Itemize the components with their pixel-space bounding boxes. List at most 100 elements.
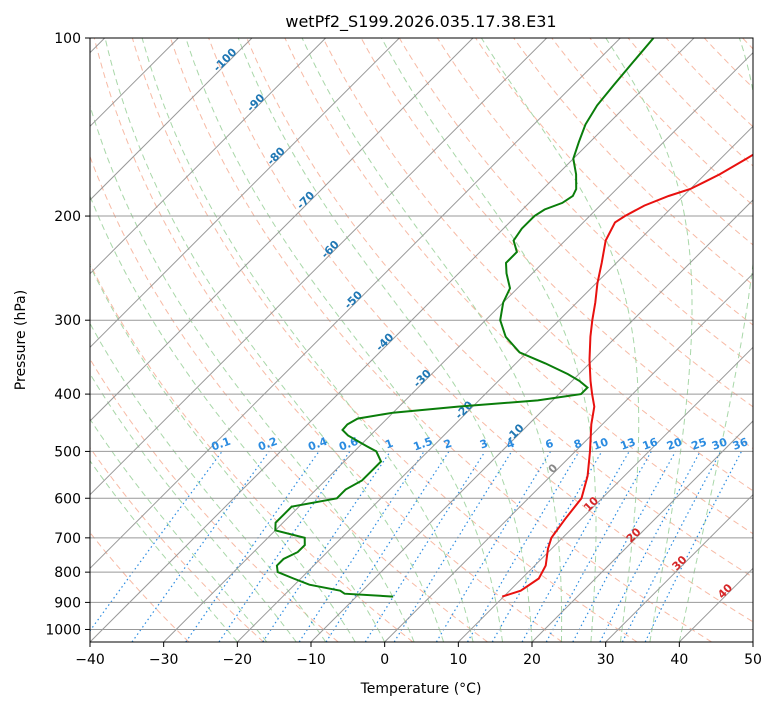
y-tick-label: 800 — [54, 565, 81, 581]
mixing-ratio-label: 13 — [619, 435, 638, 452]
isotherm — [90, 38, 548, 496]
x-tick-label: 10 — [449, 652, 467, 668]
x-axis-title: Temperature (°C) — [360, 681, 482, 697]
y-tick-label: 100 — [54, 31, 81, 47]
mixing-ratio-label: 1.5 — [412, 435, 435, 454]
y-tick-label: 1000 — [45, 622, 81, 638]
mixing-ratio-label: 6 — [544, 437, 556, 452]
mixing-ratio-label: 4 — [505, 437, 517, 452]
chart-title: wetPf2_S199.2026.035.17.38.E31 — [285, 12, 556, 32]
mixing-ratio-line — [435, 451, 552, 642]
moist-adiabat — [678, 38, 753, 642]
x-tick-label: −40 — [75, 652, 105, 668]
isotherm — [752, 641, 753, 642]
dry-adiabat — [131, 38, 638, 642]
dry-adiabat — [627, 38, 753, 167]
mixing-ratio-label: 8 — [572, 437, 584, 452]
y-tick-label: 400 — [54, 387, 81, 403]
y-tick-label: 500 — [54, 444, 81, 460]
mixing-ratio-label: 36 — [731, 435, 750, 453]
isotherm — [384, 272, 753, 642]
temperature-trace — [501, 153, 753, 598]
x-tick-label: 20 — [523, 652, 541, 668]
mixing-ratio-line — [545, 451, 652, 642]
moist-adiabat — [90, 459, 238, 642]
moist-adiabat — [301, 38, 563, 642]
plot-background — [90, 38, 753, 642]
mixing-ratio-line — [218, 451, 351, 642]
y-tick-label: 300 — [54, 313, 81, 329]
moist-adiabat — [237, 38, 533, 642]
background-lines — [90, 38, 753, 642]
moist-adiabat — [141, 38, 474, 642]
moist-adiabat — [90, 194, 386, 642]
moist-adiabat — [90, 103, 415, 642]
dry-adiabat — [246, 38, 753, 578]
isotherm — [90, 38, 327, 275]
profile-traces — [274, 38, 753, 598]
x-tick-label: −10 — [296, 652, 326, 668]
dry-adiabat — [90, 262, 414, 642]
mixing-ratio-line — [466, 451, 580, 642]
mixing-ratio-line — [364, 451, 486, 642]
mixing-ratio-label: 0.2 — [256, 435, 279, 454]
y-axis-title: Pressure (hPa) — [13, 290, 29, 390]
mixing-ratio-line — [298, 451, 425, 642]
isotherm — [90, 38, 695, 642]
x-tick-label: −30 — [149, 652, 179, 668]
isotherm — [90, 38, 621, 570]
axes: −40 −30 −20 −10 0 10 20 30 40 5010020030040050060… — [45, 31, 762, 668]
moist-adiabat — [90, 418, 268, 642]
dry-adiabat — [513, 38, 753, 286]
moist-adiabat — [90, 372, 297, 642]
moist-adiabat — [90, 322, 327, 642]
mixing-ratio-line — [325, 451, 450, 642]
isotherm — [531, 420, 753, 642]
dry-adiabat — [322, 38, 753, 492]
mixing-ratio-label: 0.4 — [306, 435, 329, 454]
y-tick-label: 900 — [54, 595, 81, 611]
mixing-ratio-label: 1 — [383, 437, 395, 452]
x-tick-label: 50 — [744, 652, 762, 668]
moist-adiabat — [104, 38, 445, 642]
moist-adiabat — [605, 38, 693, 642]
moist-adiabat — [185, 38, 503, 642]
mixing-ratio-label: 25 — [690, 435, 709, 452]
isotherm — [90, 38, 474, 422]
x-tick-label: 30 — [597, 652, 615, 668]
y-tick-label: 600 — [54, 491, 81, 507]
mixing-ratio-label: 10 — [591, 435, 610, 453]
mixing-ratio-label: 20 — [665, 435, 684, 453]
mixing-ratio-label: 3 — [478, 437, 490, 452]
x-tick-label: 0 — [380, 652, 389, 668]
dry-adiabat — [475, 38, 753, 326]
mixing-ratio-label: 16 — [641, 435, 660, 453]
dry-adiabat — [398, 38, 753, 408]
moist-adiabat — [480, 38, 640, 642]
mixing-ratio-label: 0.1 — [210, 435, 233, 454]
plot-frame — [89, 37, 754, 643]
isotherm — [163, 51, 753, 642]
dewpoint-trace — [274, 38, 655, 598]
mixing-ratio-label: 30 — [710, 435, 729, 453]
mixing-ratio-line — [572, 451, 677, 642]
moist-adiabat — [90, 264, 356, 642]
y-tick-label: 200 — [54, 209, 81, 225]
isotherm — [236, 125, 753, 642]
isotherm — [90, 38, 400, 349]
isotherm — [605, 493, 753, 642]
y-tick-label: 700 — [54, 531, 81, 547]
mixing-ratio-label: 2 — [442, 437, 454, 452]
dry-adiabat — [93, 38, 563, 642]
dry-adiabat — [208, 38, 753, 623]
dry-adiabat — [90, 446, 264, 642]
x-tick-label: −20 — [223, 652, 253, 668]
moist-adiabat — [381, 38, 597, 642]
mixing-ratio-line — [185, 451, 320, 642]
isotherm — [90, 38, 253, 201]
isotherm — [310, 199, 753, 642]
isotherm — [457, 346, 753, 642]
x-tick-label: 40 — [670, 652, 688, 668]
mixing-ratio-line — [262, 451, 391, 642]
